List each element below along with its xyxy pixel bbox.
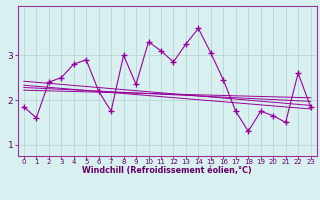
X-axis label: Windchill (Refroidissement éolien,°C): Windchill (Refroidissement éolien,°C): [82, 166, 252, 175]
